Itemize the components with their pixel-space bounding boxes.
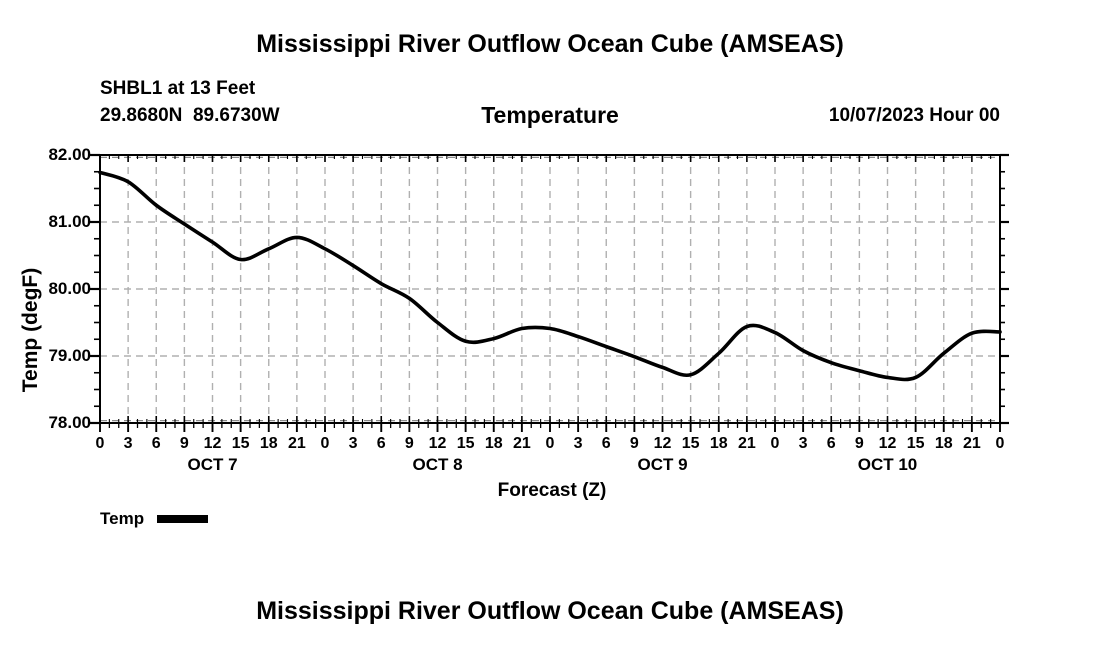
x-tick-label: 0 [320, 435, 330, 452]
station-label: SHBL1 at 13 Feet [100, 78, 256, 99]
temperature-curve [98, 170, 1002, 382]
day-label: OCT 7 [187, 455, 238, 474]
page-title-repeat: Mississippi River Outflow Ocean Cube (AM… [256, 597, 844, 625]
x-tick-label: 6 [376, 435, 386, 452]
day-label: OCT 10 [857, 455, 918, 474]
chart-subtitle: Temperature [481, 102, 619, 128]
coordinates-label: 29.8680N 89.6730W [100, 105, 280, 126]
x-tick-label: 9 [179, 435, 189, 452]
x-tick-label: 12 [203, 435, 222, 452]
y-tick-label: 78.00 [48, 413, 91, 432]
x-tick-label: 15 [456, 435, 475, 452]
x-tick-label: 21 [287, 435, 306, 452]
x-tick-label: 3 [348, 435, 358, 452]
x-tick-label: 3 [798, 435, 808, 452]
x-tick-label: 0 [95, 435, 105, 452]
x-tick-label: 15 [681, 435, 700, 452]
x-tick-label: 21 [962, 435, 981, 452]
x-tick-label: 6 [151, 435, 161, 452]
x-tick-label: 18 [484, 435, 503, 452]
x-axis-title: Forecast (Z) [497, 480, 607, 501]
x-tick-label: 0 [545, 435, 555, 452]
day-label: OCT 9 [637, 455, 688, 474]
y-tick-label: 82.00 [48, 145, 91, 164]
day-label: OCT 8 [412, 455, 463, 474]
x-tick-label: 15 [231, 435, 250, 452]
x-tick-label: 12 [653, 435, 672, 452]
x-tick-label: 6 [826, 435, 836, 452]
x-tick-labels: 0 3 6 9 12 15 18 21 0 3 6 9 12 15 18 21 0 3 6 9 12 15 18 21 0 3 6 9… [0, 435, 1100, 455]
x-tick-label: 0 [770, 435, 780, 452]
x-tick-label: 18 [259, 435, 278, 452]
legend-line-swatch [157, 515, 209, 523]
chart-frame [99, 154, 1001, 424]
x-tick-label: 15 [906, 435, 925, 452]
y-tick-label: 79.00 [48, 346, 91, 365]
x-tick-label: 9 [854, 435, 864, 452]
x-tick-label: 18 [934, 435, 953, 452]
y-tick-label: 81.00 [48, 212, 91, 231]
page-title: Mississippi River Outflow Ocean Cube (AM… [256, 30, 844, 58]
x-tick-label: 9 [629, 435, 639, 452]
x-tick-label: 6 [601, 435, 611, 452]
day-labels: OCT 7 OCT 8 OCT 9 OCT 10 [0, 455, 1100, 477]
x-tick-label: 12 [428, 435, 447, 452]
x-tick-label: 12 [878, 435, 897, 452]
x-tick-label: 9 [404, 435, 414, 452]
x-tick-label: 0 [995, 435, 1005, 452]
run-date-label: 10/07/2023 Hour 00 [828, 105, 1000, 126]
y-tick-labels: 82.00 81.00 80.00 79.00 78.00 [0, 0, 91, 650]
x-tick-label: 21 [737, 435, 756, 452]
y-tick-label: 80.00 [48, 279, 91, 298]
x-tick-label: 3 [573, 435, 583, 452]
legend: Temp [100, 508, 209, 530]
x-tick-label: 21 [512, 435, 531, 452]
x-tick-label: 3 [123, 435, 133, 452]
x-tick-label: 18 [709, 435, 728, 452]
legend-label: Temp [100, 509, 145, 528]
